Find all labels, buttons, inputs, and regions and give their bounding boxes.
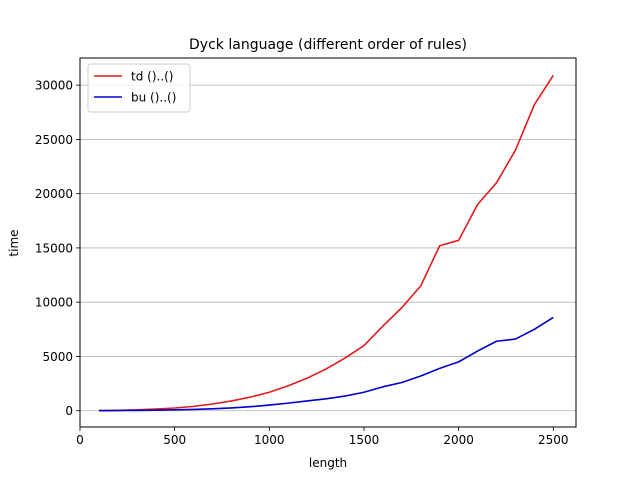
x-axis-ticks: 0 500 1000 1500 2000 2500 (76, 427, 569, 447)
y-tick-label: 30000 (35, 79, 73, 93)
x-tick-label: 2000 (443, 433, 474, 447)
y-tick-label: 5000 (42, 350, 73, 364)
series-lines (98, 74, 554, 412)
x-tick-label: 500 (163, 433, 186, 447)
chart-title: Dyck language (different order of rules) (189, 37, 467, 53)
y-tick-label: 0 (65, 404, 73, 418)
legend: td ()..() bu ()..() (87, 63, 191, 113)
x-tick-label: 2500 (538, 433, 569, 447)
y-axis-ticks: 0 5000 10000 15000 20000 25000 30000 (35, 79, 80, 418)
x-axis-label: length (309, 456, 347, 470)
y-tick-label: 20000 (35, 187, 73, 201)
y-axis-label: time (7, 229, 21, 256)
x-tick-label: 1500 (349, 433, 380, 447)
y-tick-label: 10000 (35, 296, 73, 310)
series-line-bu (98, 316, 554, 412)
y-tick-label: 25000 (35, 133, 73, 147)
legend-label: td ()..() (131, 70, 174, 84)
plot-frame (79, 57, 577, 428)
x-tick-label: 1000 (254, 433, 285, 447)
series-line-td (98, 74, 554, 412)
x-tick-label: 0 (76, 433, 84, 447)
legend-label: bu ()..() (131, 91, 176, 105)
y-tick-label: 15000 (35, 241, 73, 255)
